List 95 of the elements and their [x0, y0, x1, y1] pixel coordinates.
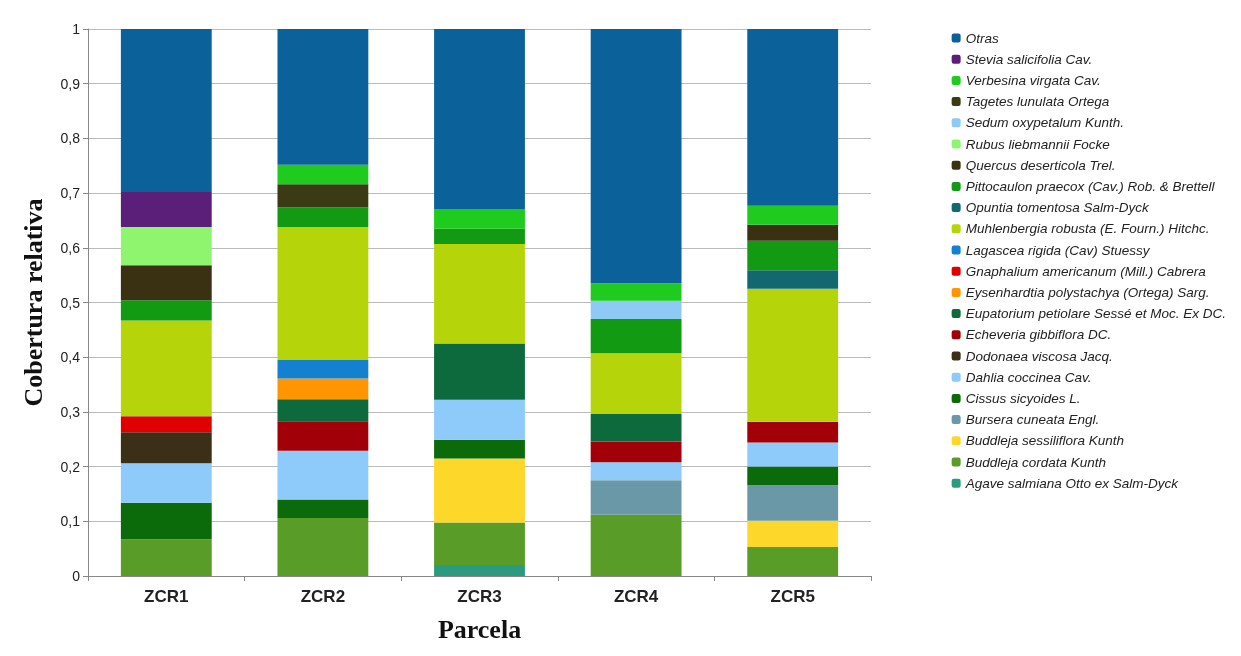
bar — [277, 450, 369, 500]
bar — [277, 164, 369, 185]
legend-label: Sedum oxypetalum Kunth. — [965, 115, 1124, 131]
legend-label: Tagetes lunulata Ortega — [965, 94, 1110, 110]
x-tick-label: ZCR4 — [613, 587, 659, 606]
legend-label: Lagascea rigida (Cav) Stuessy — [965, 242, 1151, 258]
legend-label: Dodonaea viscosa Jacq. — [965, 348, 1113, 364]
legend-label: Otras — [965, 30, 999, 46]
bar — [747, 205, 839, 225]
y-tick-label: 0,3 — [60, 403, 81, 420]
bar — [747, 288, 839, 422]
bar — [747, 547, 839, 576]
bar — [120, 227, 212, 266]
bar — [747, 224, 839, 241]
legend-label: Verbesina virgata Cav. — [965, 72, 1101, 88]
bar — [120, 432, 212, 464]
x-axis-title: Parcela — [437, 614, 522, 644]
bar — [434, 208, 525, 229]
bar — [590, 514, 682, 576]
y-axis-title: Cobertura relativa — [18, 198, 48, 407]
bar — [277, 378, 369, 400]
bar — [277, 227, 369, 360]
legend-label: Buddleja sessiliflora Kunth — [965, 433, 1124, 449]
y-tick-label: 0 — [72, 568, 81, 584]
legend-label: Opuntia tomentosa Salm-Dyck — [965, 200, 1150, 216]
legend-label: Gnaphalium americanum (Mill.) Cabrera — [965, 263, 1207, 279]
bar — [277, 359, 369, 379]
bar — [590, 462, 682, 481]
y-tick-label: 0,1 — [60, 513, 81, 530]
bar — [747, 421, 839, 443]
bar — [277, 499, 369, 519]
legend-label: Echeveria gibbiflora DC. — [965, 327, 1112, 343]
legend-label: Quercus deserticola Trel. — [965, 157, 1116, 173]
bar — [434, 522, 525, 566]
bar — [747, 240, 839, 271]
x-tick-label: ZCR3 — [457, 587, 502, 606]
legend-label: Stevia salicifolia Cav. — [965, 51, 1093, 67]
y-tick-label: 0,6 — [60, 239, 81, 256]
bar — [590, 29, 682, 284]
bar — [590, 318, 682, 354]
bar — [747, 466, 839, 486]
legend-label: Agave salmiana Otto ex Salm-Dyck — [964, 475, 1180, 491]
legend-label: Rubus liebmannii Focke — [965, 136, 1110, 152]
bar — [434, 565, 525, 576]
bar — [590, 353, 682, 415]
bar — [277, 29, 369, 165]
bar — [277, 518, 369, 576]
bar — [120, 265, 212, 301]
legend-label: Pittocaulon praecox (Cav.) Rob. & Brettell — [965, 178, 1216, 194]
bar — [590, 441, 682, 463]
bar — [120, 463, 212, 503]
bar — [747, 520, 839, 548]
bar — [590, 480, 682, 515]
bar — [590, 414, 682, 442]
bar — [434, 458, 525, 523]
legend-label: Bursera cuneata Engl. — [965, 412, 1100, 428]
y-tick-label: 0,7 — [60, 185, 81, 202]
y-tick-label: 0,5 — [60, 294, 81, 311]
bar — [120, 320, 212, 417]
bar — [434, 399, 525, 440]
bar — [277, 184, 369, 208]
bar — [434, 29, 525, 209]
legend-label: Eysenhardtia polystachya (Ortega) Sarg. — [965, 284, 1210, 300]
bar — [590, 300, 682, 319]
y-tick-label: 0,4 — [60, 349, 81, 366]
bar — [434, 243, 525, 344]
bar — [434, 343, 525, 400]
bar — [747, 270, 839, 289]
bar — [120, 416, 212, 433]
bar — [434, 228, 525, 244]
bar — [434, 439, 525, 459]
y-tick-label: 0,9 — [60, 75, 81, 92]
bar — [747, 485, 839, 521]
bar — [747, 29, 839, 206]
y-tick-label: 1 — [72, 21, 81, 37]
bar — [120, 29, 212, 193]
bar — [120, 192, 212, 228]
bar — [120, 502, 212, 540]
legend-label: Muhlenbergia robusta (E. Fourn.) Hitchc. — [965, 221, 1210, 237]
bar — [277, 421, 369, 451]
bar — [277, 399, 369, 422]
legend-label: Cissus sicyoides L. — [965, 390, 1081, 406]
legend-label: Buddleja cordata Kunth — [965, 454, 1106, 470]
legend-label: Eupatorium petiolare Sessé et Moc. Ex DC. — [965, 306, 1227, 322]
bar — [747, 442, 839, 467]
x-tick-label: ZCR1 — [144, 587, 189, 606]
x-tick-label: ZCR5 — [770, 587, 815, 606]
x-tick-label: ZCR2 — [300, 587, 346, 606]
bar — [120, 300, 212, 321]
legend-label: Dahlia coccinea Cav. — [965, 369, 1092, 385]
y-tick-label: 0,2 — [60, 458, 81, 475]
bar — [277, 207, 369, 228]
y-tick-label: 0,8 — [60, 130, 81, 147]
bar — [120, 539, 212, 576]
bar — [590, 283, 682, 301]
